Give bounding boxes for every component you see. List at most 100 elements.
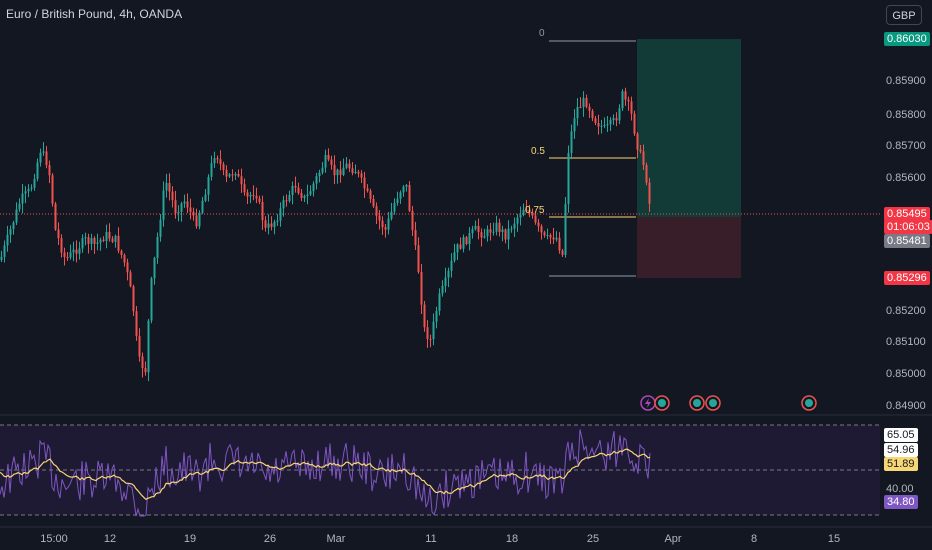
candle-body: [342, 167, 345, 175]
candle-body: [513, 223, 516, 229]
candle-body: [426, 327, 429, 340]
candle-body: [198, 212, 201, 227]
candle-body: [63, 252, 66, 257]
candle-body: [279, 208, 282, 221]
target-zone[interactable]: [637, 39, 741, 217]
candle-body: [414, 229, 417, 246]
candle-body: [237, 174, 240, 177]
dividend-icon[interactable]: [801, 395, 817, 411]
candle-body: [120, 250, 123, 255]
candle-body: [312, 183, 315, 192]
candle-body: [36, 162, 39, 179]
candle-body: [45, 151, 48, 166]
candle-body: [132, 286, 135, 312]
lightning-icon[interactable]: [640, 395, 656, 411]
candle-body: [555, 237, 558, 240]
price-tick: 0.85000: [886, 368, 926, 380]
candle-body: [18, 203, 21, 210]
candle-body: [12, 222, 15, 230]
candle-body: [264, 220, 267, 228]
candle-body: [183, 201, 186, 204]
candle-body: [24, 191, 27, 194]
rsi-tick-40: 40.00: [886, 483, 914, 495]
candle-body: [501, 229, 504, 232]
candle-body: [27, 188, 30, 192]
candle-body: [381, 220, 384, 228]
candle-body: [282, 200, 285, 209]
candle-body: [633, 113, 636, 134]
candle-body: [78, 248, 81, 254]
candle-body: [396, 198, 399, 203]
candle-body: [267, 223, 270, 228]
price-tick: 0.85200: [886, 305, 926, 317]
candle-body: [540, 226, 543, 233]
rsi-pane-band: [0, 425, 880, 515]
fib-label-0: 0: [539, 28, 545, 39]
candle-body: [444, 277, 447, 286]
candle-body: [54, 203, 57, 230]
candle-body: [288, 195, 291, 201]
current-price-tag[interactable]: 0.85495: [884, 207, 930, 221]
candle-body: [642, 151, 645, 166]
fib-label-0.5: 0.5: [531, 146, 545, 157]
candle-body: [111, 238, 114, 242]
countdown-tag: 01:06:03: [884, 220, 932, 234]
candle-body: [432, 321, 435, 340]
candle-body: [162, 190, 165, 220]
candle-body: [594, 118, 597, 123]
candle-body: [561, 250, 564, 255]
candle-body: [330, 159, 333, 165]
candle-body: [615, 118, 618, 121]
candle-body: [273, 221, 276, 227]
price-tick: 0.84900: [886, 400, 926, 412]
symbol-title[interactable]: Euro / British Pound, 4h, OANDA: [6, 7, 183, 21]
candle-body: [105, 232, 108, 241]
candle-body: [21, 193, 24, 204]
candle-body: [483, 236, 486, 238]
time-label: 8: [750, 533, 758, 545]
candle-body: [141, 356, 144, 369]
candle-body: [447, 270, 450, 278]
candle-body: [291, 185, 294, 196]
candle-body: [3, 245, 6, 257]
candle-body: [231, 174, 234, 176]
candle-body: [567, 152, 570, 204]
rsi-value-tag: 34.80: [884, 495, 918, 509]
candle-body: [549, 234, 552, 238]
time-label: 19: [183, 533, 197, 545]
candle-body: [153, 258, 156, 279]
candle-body: [39, 152, 42, 163]
candle-body: [9, 229, 12, 235]
dividend-icon[interactable]: [654, 395, 670, 411]
candle-body: [144, 368, 147, 373]
candle-body: [384, 227, 387, 230]
candle-body: [48, 165, 51, 176]
candle-body: [246, 192, 249, 197]
candle-body: [393, 202, 396, 212]
stop-zone[interactable]: [637, 217, 741, 278]
candle-body: [306, 194, 309, 196]
candle-body: [423, 304, 426, 328]
candle-body: [300, 193, 303, 198]
candle-body: [471, 229, 474, 234]
currency-button[interactable]: GBP: [886, 5, 922, 25]
candle-body: [102, 239, 105, 241]
candle-body: [534, 215, 537, 223]
candle-body: [525, 209, 528, 211]
candle-body: [114, 235, 117, 242]
dividend-icon[interactable]: [689, 395, 705, 411]
candle-body: [303, 195, 306, 198]
candle-body: [624, 91, 627, 100]
candle-body: [108, 232, 111, 239]
dividend-icon[interactable]: [705, 395, 721, 411]
candle-body: [519, 215, 522, 218]
candle-body: [603, 124, 606, 126]
candle-body: [621, 91, 624, 109]
candle-body: [504, 229, 507, 240]
candle-body: [324, 155, 327, 168]
stop-price-tag: 0.85296: [884, 271, 930, 285]
candle-body: [462, 237, 465, 249]
candle-body: [156, 236, 159, 259]
